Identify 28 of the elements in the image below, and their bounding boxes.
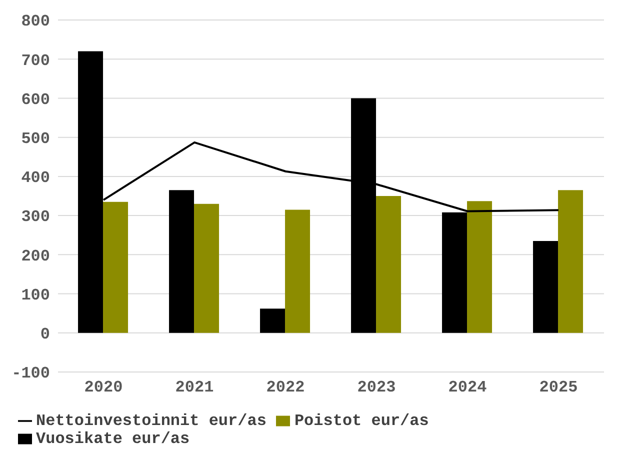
x-tick-label: 2021 (175, 378, 214, 396)
bar (169, 190, 194, 333)
x-tick-label: 2023 (357, 378, 396, 396)
legend-label: Nettoinvestoinnit eur/as (36, 412, 266, 430)
x-tick-label: 2022 (266, 378, 305, 396)
bar (376, 196, 402, 333)
y-tick-label: 300 (21, 208, 50, 226)
y-tick-label: 700 (21, 52, 50, 70)
legend-label: Poistot eur/as (294, 412, 429, 430)
y-tick-label: 500 (21, 130, 50, 148)
bar (194, 204, 220, 333)
y-tick-label: 0 (40, 326, 50, 344)
legend-label: Vuosikate eur/as (36, 430, 190, 448)
y-tick-label: 800 (21, 12, 50, 31)
x-tick-label: 2020 (84, 378, 123, 396)
x-tick-label: 2025 (539, 378, 578, 396)
y-tick-label: 100 (21, 286, 50, 304)
y-tick-label: 600 (21, 90, 50, 109)
bar (467, 201, 492, 333)
y-tick-label: -100 (12, 364, 50, 383)
x-tick-label: 2024 (448, 378, 488, 396)
bar (558, 190, 584, 333)
bar (260, 308, 286, 333)
bar (533, 240, 558, 333)
y-tick-label: 200 (21, 247, 50, 266)
bar (103, 202, 128, 333)
y-tick-label: 400 (21, 169, 50, 188)
bar (285, 210, 310, 333)
